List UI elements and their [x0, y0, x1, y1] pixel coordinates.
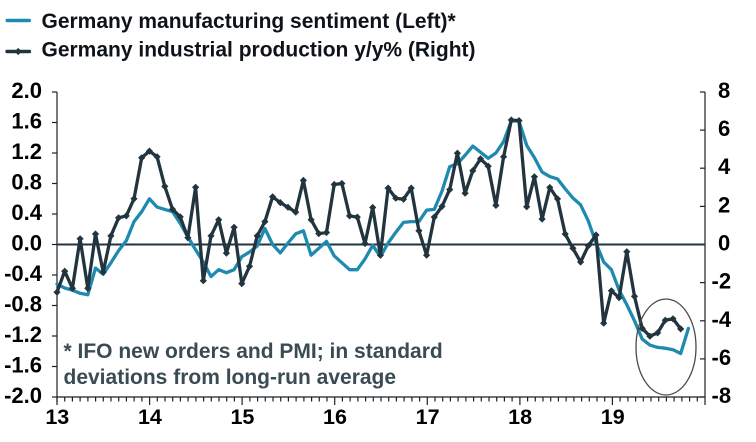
svg-text:Germany manufacturing sentimen: Germany manufacturing sentiment (Left)* [42, 10, 457, 33]
svg-text:8: 8 [718, 78, 730, 103]
svg-text:-0.4: -0.4 [4, 261, 43, 286]
svg-text:deviations from long-run avera: deviations from long-run average [64, 366, 397, 389]
svg-text:-2: -2 [712, 269, 732, 294]
svg-text:-8: -8 [712, 383, 732, 408]
svg-text:-1.6: -1.6 [4, 353, 42, 378]
svg-text:0.8: 0.8 [11, 170, 42, 195]
svg-text:2.0: 2.0 [11, 78, 42, 103]
svg-text:0.0: 0.0 [11, 231, 42, 256]
svg-text:19: 19 [601, 405, 625, 429]
svg-text:-2.0: -2.0 [4, 383, 42, 408]
svg-text:-6: -6 [712, 345, 732, 370]
svg-text:14: 14 [138, 405, 162, 429]
svg-text:-0.8: -0.8 [4, 292, 42, 317]
svg-text:15: 15 [230, 405, 254, 429]
svg-text:Germany industrial production: Germany industrial production y/y% (Righ… [42, 38, 476, 61]
svg-text:* IFO new orders and PMI; in s: * IFO new orders and PMI; in standard [64, 340, 443, 363]
svg-text:1.2: 1.2 [11, 139, 42, 164]
svg-text:2: 2 [718, 192, 730, 217]
svg-text:1.6: 1.6 [11, 109, 42, 134]
svg-text:0.4: 0.4 [11, 200, 42, 225]
svg-text:-4: -4 [712, 307, 732, 332]
svg-text:0: 0 [718, 231, 730, 256]
svg-text:6: 6 [718, 116, 730, 141]
svg-text:17: 17 [416, 405, 440, 429]
svg-text:18: 18 [508, 405, 532, 429]
svg-text:16: 16 [323, 405, 347, 429]
svg-text:4: 4 [718, 154, 731, 179]
svg-text:13: 13 [45, 405, 69, 429]
svg-text:-1.2: -1.2 [4, 322, 42, 347]
